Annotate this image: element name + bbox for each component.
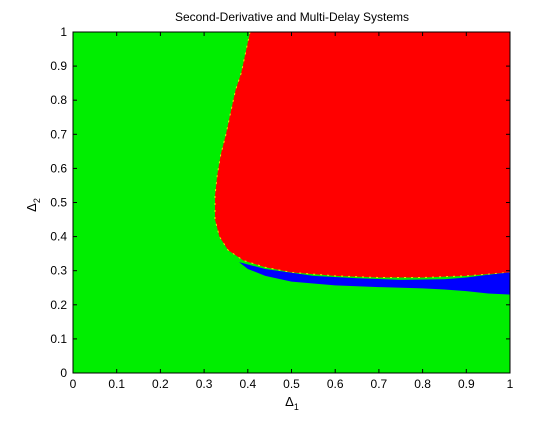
x-tick-label: 0.4	[239, 377, 256, 391]
y-axis-label-main: Δ	[24, 203, 39, 212]
blue-region	[239, 262, 510, 295]
y-tick-label: 0.4	[50, 230, 67, 244]
x-tick-label: 0.2	[152, 377, 169, 391]
y-tick-label: 0	[60, 366, 67, 380]
x-tick-label: 0.3	[196, 377, 213, 391]
x-tick-label: 0.5	[283, 377, 300, 391]
y-tick-label: 0.9	[50, 59, 67, 73]
x-axis-label-subscript: 1	[294, 402, 299, 412]
x-tick-label: 0.8	[414, 377, 431, 391]
y-tick-label: 0.6	[50, 161, 67, 175]
x-tick-label: 0.9	[458, 377, 475, 391]
y-tick-label: 1	[60, 25, 67, 39]
y-tick-label: 0.7	[50, 127, 67, 141]
red-region	[214, 31, 511, 279]
y-tick-label: 0.2	[50, 298, 67, 312]
chart-title: Second-Derivative and Multi-Delay System…	[175, 10, 409, 24]
y-axis-label: Δ2	[24, 198, 42, 212]
y-tick-label: 0.5	[50, 196, 67, 210]
x-tick-label: 0.6	[327, 377, 344, 391]
x-tick-label: 1	[507, 377, 514, 391]
x-tick-label: 0.1	[108, 377, 125, 391]
x-axis-label-main: Δ	[285, 394, 294, 409]
x-axis-label: Δ1	[285, 394, 299, 412]
y-tick-label: 0.8	[50, 93, 67, 107]
y-tick-label: 0.3	[50, 264, 67, 278]
x-tick-label: 0.7	[371, 377, 388, 391]
x-tick-label: 0	[70, 377, 77, 391]
y-axis-label-subscript: 2	[32, 198, 42, 203]
y-tick-label: 0.1	[50, 332, 67, 346]
